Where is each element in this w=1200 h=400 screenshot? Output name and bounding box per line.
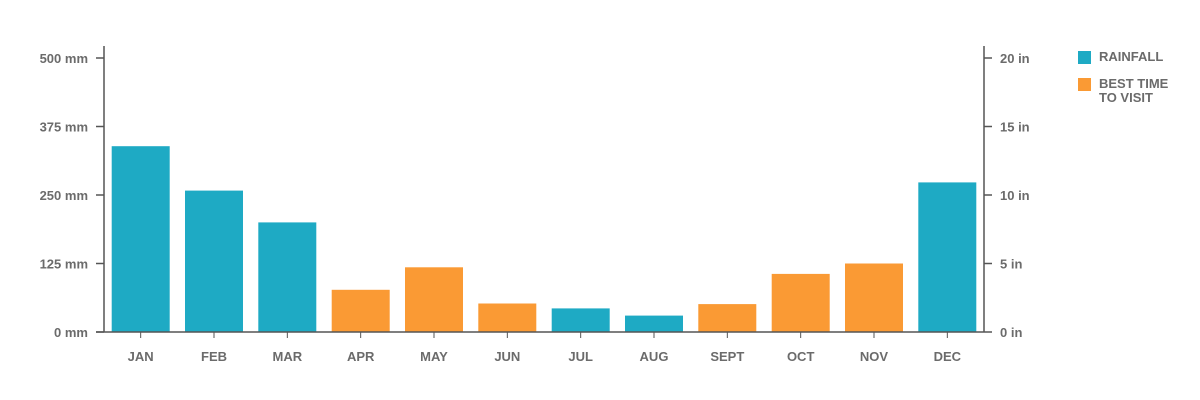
bar-nov bbox=[845, 263, 903, 332]
x-tick-label-mar: MAR bbox=[273, 349, 303, 364]
x-tick-label-nov: NOV bbox=[860, 349, 889, 364]
y-tick-label-125: 125 mm bbox=[40, 257, 88, 272]
bar-jan bbox=[111, 146, 170, 332]
bar-apr bbox=[331, 289, 390, 332]
bar-sept bbox=[698, 304, 757, 332]
x-tick-label-dec: DEC bbox=[934, 349, 962, 364]
legend-swatch-rainfall bbox=[1078, 51, 1091, 64]
bar-feb bbox=[185, 190, 243, 332]
x-tick-label-may: MAY bbox=[420, 349, 448, 364]
y2-tick-label-10: 10 in bbox=[1000, 188, 1030, 203]
x-tick-label-oct: OCT bbox=[787, 349, 815, 364]
bar-aug bbox=[625, 315, 683, 332]
y-tick-label-250: 250 mm bbox=[40, 188, 88, 203]
legend-swatch-best-time bbox=[1078, 78, 1091, 91]
bar-dec bbox=[918, 182, 977, 332]
legend: RAINFALL BEST TIME TO VISIT bbox=[1078, 50, 1179, 118]
x-tick-label-jul: JUL bbox=[568, 349, 593, 364]
bar-may bbox=[405, 267, 463, 332]
y-tick-label-500: 500 mm bbox=[40, 51, 88, 66]
bar-mar bbox=[258, 222, 317, 332]
x-tick-label-jun: JUN bbox=[494, 349, 520, 364]
x-tick-label-jan: JAN bbox=[128, 349, 154, 364]
legend-label-rainfall: RAINFALL bbox=[1099, 49, 1164, 64]
y2-tick-label-0: 0 in bbox=[1000, 325, 1022, 340]
legend-label-best-time: BEST TIME TO VISIT bbox=[1099, 76, 1169, 105]
y-tick-label-0: 0 mm bbox=[54, 325, 88, 340]
legend-item-best-time: BEST TIME TO VISIT bbox=[1078, 77, 1179, 105]
y2-tick-label-15: 15 in bbox=[1000, 120, 1030, 135]
bar-jul bbox=[551, 308, 610, 332]
y2-tick-label-5: 5 in bbox=[1000, 257, 1022, 272]
y2-tick-label-20: 20 in bbox=[1000, 51, 1030, 66]
bar-jun bbox=[478, 303, 537, 332]
x-tick-label-sept: SEPT bbox=[710, 349, 744, 364]
legend-item-rainfall: RAINFALL bbox=[1078, 50, 1179, 64]
bar-oct bbox=[771, 273, 830, 332]
x-tick-label-apr: APR bbox=[347, 349, 375, 364]
x-tick-label-feb: FEB bbox=[201, 349, 227, 364]
x-tick-label-aug: AUG bbox=[640, 349, 669, 364]
y-tick-label-375: 375 mm bbox=[40, 120, 88, 135]
